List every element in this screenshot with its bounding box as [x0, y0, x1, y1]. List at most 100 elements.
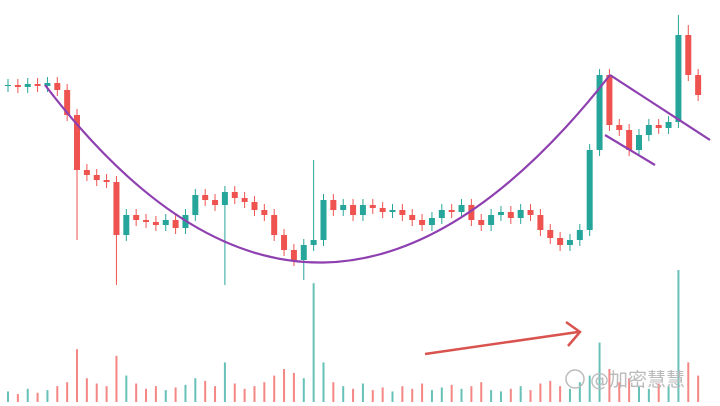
volume-bar: [480, 382, 483, 402]
volume-bar: [628, 378, 631, 402]
volume-bar: [174, 387, 177, 402]
candle-body: [389, 210, 396, 212]
candle-body: [685, 35, 692, 75]
candle-body: [320, 200, 327, 240]
cup-curve: [44, 74, 611, 264]
volume-bar: [401, 386, 404, 402]
candle-body: [665, 122, 672, 128]
volume-bar: [243, 388, 246, 402]
candle-body: [5, 85, 11, 86]
volume-bar: [361, 383, 364, 402]
candle-body: [626, 130, 633, 150]
volume-bar: [105, 386, 108, 402]
volume-bar: [233, 383, 236, 402]
candle-body: [586, 150, 593, 230]
candle-body: [103, 180, 110, 182]
candle-body: [133, 215, 140, 220]
candle-body: [409, 215, 416, 220]
volume-bar: [115, 355, 118, 402]
volume-bar: [66, 382, 69, 402]
volume-bar: [154, 386, 157, 402]
candle-body: [83, 170, 90, 175]
candle-body: [212, 200, 219, 205]
trend-arrow-head: [565, 320, 582, 347]
candle-body: [369, 205, 376, 208]
volume-bar: [283, 369, 286, 402]
volume-bar: [499, 391, 502, 402]
volume-bar: [568, 388, 571, 402]
watermark-icon: [565, 369, 585, 389]
volume-layer: [7, 270, 700, 402]
candle-body: [290, 250, 297, 260]
volume-bar: [588, 375, 591, 402]
candle-body: [507, 212, 514, 218]
candle-body: [478, 220, 485, 225]
volume-bar: [223, 362, 226, 402]
candle-body: [527, 210, 534, 215]
candle-body: [616, 125, 623, 130]
candle-body: [488, 215, 495, 225]
volume-bar: [667, 386, 670, 402]
candle-body: [241, 198, 248, 202]
candle-body: [162, 220, 169, 225]
volume-bar: [312, 283, 315, 402]
volume-bar: [253, 386, 256, 402]
volume-bar: [490, 390, 493, 402]
candle-body: [44, 83, 51, 86]
volume-bar: [618, 382, 621, 402]
volume-bar: [687, 362, 690, 402]
volume-bar: [411, 388, 414, 402]
volume-bar: [76, 349, 79, 402]
volume-bar: [657, 383, 660, 402]
volume-bar: [56, 386, 59, 402]
volume-bar: [647, 388, 650, 402]
candle-body: [359, 205, 366, 215]
candle-body: [428, 218, 435, 225]
volume-bar: [292, 372, 295, 402]
volume-bar: [450, 384, 453, 402]
candle-body: [458, 205, 465, 212]
candle-body: [645, 125, 652, 135]
volume-bar: [46, 390, 49, 402]
volume-bar: [95, 383, 98, 402]
volume-bar: [440, 387, 443, 402]
volume-bar: [559, 386, 562, 402]
candle-body: [576, 230, 583, 240]
volume-bar: [214, 386, 217, 402]
candle-body: [54, 83, 61, 90]
volume-bar: [371, 390, 374, 402]
candle-body: [330, 200, 337, 210]
candle-body: [468, 205, 475, 220]
candle-body: [14, 85, 21, 87]
candle-body: [350, 205, 357, 215]
trend-arrow: [424, 330, 579, 356]
volume-bar: [539, 383, 542, 402]
candle-body: [172, 220, 179, 228]
candle-body: [537, 215, 544, 230]
candle-body: [655, 125, 662, 128]
volume-bar: [204, 380, 207, 402]
candle-body: [300, 245, 307, 260]
candle-body: [34, 84, 41, 86]
candle-body: [448, 210, 455, 212]
candle-body: [231, 192, 238, 198]
candle-body: [221, 192, 228, 205]
volume-bar: [677, 270, 680, 402]
volume-bar: [598, 342, 601, 402]
candle-body: [497, 212, 504, 215]
volume-bar: [460, 388, 463, 402]
volume-bar: [391, 391, 394, 402]
candle-body: [379, 208, 386, 212]
candle-body: [261, 210, 268, 215]
candle-body: [93, 175, 100, 180]
volume-bar: [332, 382, 335, 402]
candle-body: [438, 210, 445, 218]
candle-body: [251, 202, 258, 210]
volume-bar: [549, 380, 552, 402]
candle-body: [202, 195, 209, 200]
volume-bar: [342, 386, 345, 402]
candle-body: [675, 35, 682, 122]
candle-layer: [5, 15, 702, 285]
